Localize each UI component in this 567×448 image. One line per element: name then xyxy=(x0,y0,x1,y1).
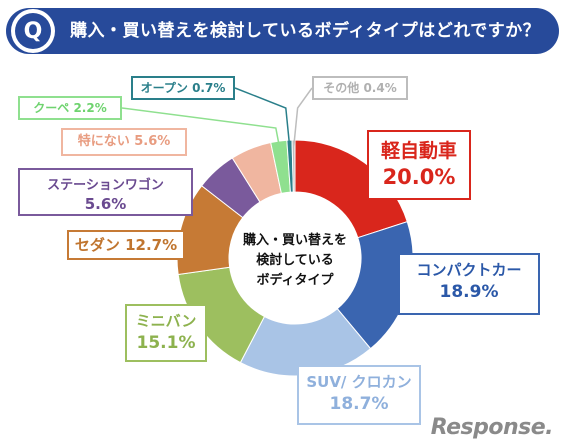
data-label-name: 軽自動車 xyxy=(380,140,457,162)
question-text: 購入・買い替えを検討しているボディタイプはどれですか？ xyxy=(70,21,541,41)
data-label: セダン 12.7% xyxy=(67,230,185,260)
data-label: ステーションワゴン 5.6% xyxy=(18,168,193,216)
data-label-name: ミニバン xyxy=(135,312,197,330)
donut-hole xyxy=(229,192,361,324)
data-label-name: SUV/ クロカン xyxy=(306,373,412,391)
data-label: コンパクトカー 18.9% xyxy=(398,253,540,315)
leader-line xyxy=(121,107,281,150)
q-badge: Q xyxy=(11,9,55,53)
q-badge-letter: Q xyxy=(15,13,51,49)
data-label: オープン 0.7% xyxy=(131,76,235,100)
data-label-value: 5.6% xyxy=(84,195,127,213)
data-label-name: ステーションワゴン xyxy=(47,178,164,193)
data-label-value: 20.0% xyxy=(382,165,456,189)
center-label-line: 購入・買い替えを xyxy=(242,232,347,248)
data-label: クーペ 2.2% xyxy=(18,96,122,120)
data-label-value: 15.1% xyxy=(136,333,196,353)
leader-line xyxy=(292,87,313,149)
response-logo: Response. xyxy=(430,415,554,440)
data-label: SUV/ クロカン 18.7% xyxy=(297,365,421,425)
center-label-line: ボディタイプ xyxy=(256,272,334,288)
data-label-text: 特にない 5.6% xyxy=(77,134,171,149)
header-bar xyxy=(6,8,559,54)
data-label-text: クーペ 2.2% xyxy=(33,101,107,115)
data-label: ミニバン 15.1% xyxy=(125,304,207,362)
data-label-value: 18.7% xyxy=(329,394,389,414)
data-label-value: 18.9% xyxy=(439,282,499,302)
data-label-name: コンパクトカー xyxy=(416,261,522,279)
question-header: Q 購入・買い替えを検討しているボディタイプはどれですか？ xyxy=(6,8,559,54)
center-label: 購入・買い替えを検討しているボディタイプ xyxy=(242,232,347,288)
data-label-text: オープン 0.7% xyxy=(140,81,226,95)
data-label: 軽自動車 20.0% xyxy=(367,130,471,200)
data-label: 特にない 5.6% xyxy=(61,128,187,156)
leader-line xyxy=(234,87,291,149)
data-label-text: その他 0.4% xyxy=(323,81,397,95)
center-label-line: 検討している xyxy=(256,252,334,268)
data-label-text: セダン 12.7% xyxy=(74,236,178,254)
data-label: その他 0.4% xyxy=(312,76,408,100)
